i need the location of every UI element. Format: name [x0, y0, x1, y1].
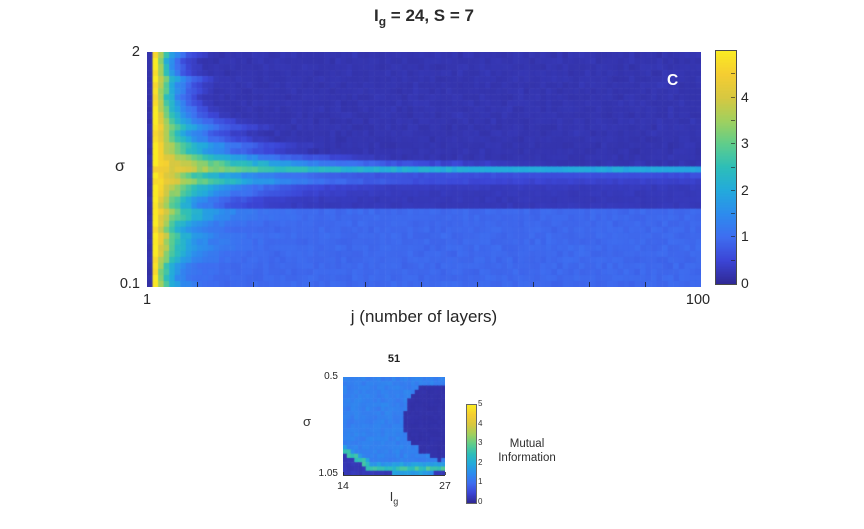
main-x-axis-tick-mark — [588, 282, 590, 287]
main-x-axis-tick-mark — [644, 282, 646, 287]
main-colorbar-tick-mark — [731, 166, 735, 168]
main-title-prefix: I — [374, 6, 379, 25]
inset-xtick-left: 14 — [337, 480, 349, 492]
inset-heatmap — [343, 377, 445, 476]
inset-colorbar-tick-label: 3 — [478, 438, 483, 448]
caption-line-2: Information — [498, 451, 556, 464]
main-xtick-left: 1 — [142, 292, 152, 308]
inset-x-axis-tick-mark — [342, 472, 344, 475]
inset-colorbar-caption: Mutual Information — [481, 438, 573, 465]
inset-xlabel-subscript: g — [393, 496, 399, 507]
main-x-axis-tick-mark — [364, 282, 366, 287]
main-ylabel-sigma: σ — [115, 158, 125, 175]
inset-colorbar-tick-label: 0 — [478, 497, 483, 506]
inset-ytick-bottom: 1.05 — [318, 468, 338, 479]
main-x-axis-tick-mark — [420, 282, 422, 287]
main-heatmap — [147, 52, 701, 287]
main-colorbar-tick-label: 4 — [741, 88, 749, 105]
main-x-axis-tick-mark — [476, 282, 478, 287]
inset-xtick-right: 27 — [439, 480, 451, 492]
inset-title: 51 — [387, 353, 401, 365]
main-x-axis-tick-mark — [532, 282, 534, 287]
main-title-suffix: = 24, S = 7 — [386, 6, 474, 25]
main-xlabel: j (number of layers) — [350, 307, 498, 326]
panel-label-c: C — [667, 72, 679, 89]
inset-xlabel-prefix: I — [389, 490, 394, 504]
inset-ylabel-sigma: σ — [303, 414, 312, 429]
inset-colorbar-tick-label: 1 — [478, 477, 483, 487]
inset-colorbar-tick-label: 2 — [478, 457, 483, 467]
main-colorbar-tick-label: 0 — [741, 275, 749, 291]
main-colorbar-tick-mark — [731, 73, 735, 75]
main-ytick-top: 2 — [131, 44, 140, 60]
main-colorbar-tick-label: 3 — [741, 135, 749, 152]
inset-colorbar — [466, 404, 477, 504]
main-colorbar-tick-mark — [731, 189, 735, 191]
main-colorbar — [715, 50, 737, 285]
main-plot-title: Ig = 24, S = 7 — [147, 6, 701, 28]
main-xtick-right: 100 — [685, 292, 711, 308]
inset-colorbar-tick-label: 4 — [478, 418, 483, 428]
main-colorbar-tick-mark — [731, 236, 735, 238]
main-colorbar-tick-mark — [731, 143, 735, 145]
main-x-axis-tick-mark — [252, 282, 254, 287]
main-colorbar-tick-mark — [731, 96, 735, 98]
inset-xlabel: Ig — [379, 490, 409, 507]
main-colorbar-tick-label: 1 — [741, 228, 749, 245]
inset-colorbar-tick-label: 5 — [478, 399, 483, 408]
inset-ytick-top: 0.5 — [324, 371, 338, 382]
inset-x-axis-tick-mark — [444, 472, 446, 475]
main-title-subscript: g — [378, 14, 387, 29]
main-x-axis-tick-mark — [308, 282, 310, 287]
main-colorbar-tick-label: 2 — [741, 181, 749, 198]
main-colorbar-tick-mark — [731, 259, 735, 261]
main-x-axis-tick-mark — [196, 282, 198, 287]
main-ytick-bottom: 0.1 — [119, 276, 140, 292]
main-colorbar-tick-mark — [731, 213, 735, 215]
caption-line-1: Mutual — [509, 438, 545, 450]
main-colorbar-tick-mark — [731, 119, 735, 121]
